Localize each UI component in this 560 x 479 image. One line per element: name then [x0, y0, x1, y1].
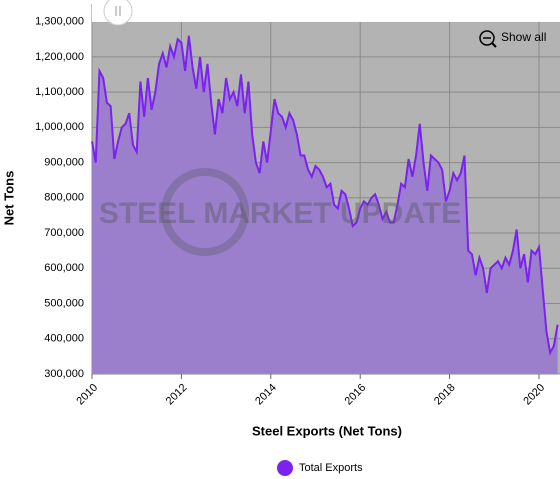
show-all-button[interactable]: Show all	[479, 30, 546, 48]
scroll-handle[interactable]	[103, 0, 133, 26]
y-tick-label: 1,300,000	[35, 16, 84, 28]
button-label[interactable]: Show all	[501, 30, 546, 44]
x-tick-label: 2018	[432, 382, 458, 408]
y-tick-label: 800,000	[44, 192, 84, 204]
y-tick-label: 700,000	[44, 227, 84, 239]
x-axis-title: Steel Exports (Net Tons)	[252, 423, 402, 438]
line	[91, 35, 559, 356]
legend-label[interactable]: Total Exports	[299, 462, 363, 474]
y-tick-label: 400,000	[44, 333, 84, 345]
area-fill	[92, 35, 558, 374]
watermark-logo	[161, 168, 249, 256]
y-tick-label: 1,000,000	[35, 121, 84, 133]
y-axis-title: Net Tons	[1, 171, 16, 226]
x-tick-label: 2010	[74, 382, 100, 408]
y-tick-label: 600,000	[44, 262, 84, 274]
watermark: STEEL MARKET UPDATE	[99, 197, 461, 230]
zoom-icon	[491, 42, 497, 48]
y-tick-label: 500,000	[44, 297, 84, 309]
x-tick-label: 2012	[164, 382, 190, 408]
scrollbar[interactable]	[92, 0, 560, 22]
x-tick-label: 2014	[253, 382, 279, 408]
y-tick-label: 1,200,000	[35, 51, 84, 63]
zoom-icon	[479, 30, 495, 46]
x-tick-label: 2016	[343, 382, 369, 408]
legend-swatch[interactable]	[277, 460, 293, 476]
y-tick-label: 1,100,000	[35, 86, 84, 98]
y-tick-label: 900,000	[44, 156, 84, 168]
x-tick-label: 2020	[521, 382, 547, 408]
y-tick-label: 300,000	[44, 368, 84, 380]
